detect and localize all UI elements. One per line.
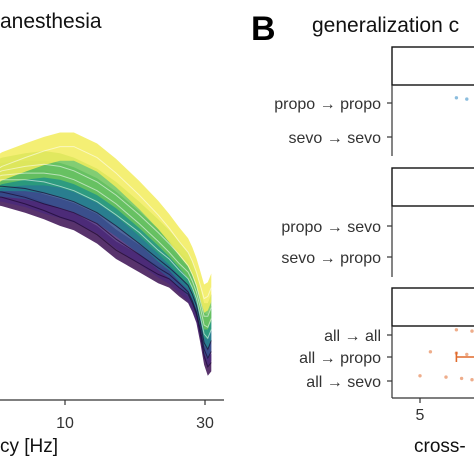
panel-a-x-label: cy [Hz] <box>0 436 58 457</box>
spectra-bands <box>0 132 212 376</box>
data-point <box>418 374 422 378</box>
data-point <box>459 376 464 381</box>
panel-a: anesthesia 10 30 cy [Hz] <box>0 10 224 457</box>
spectrum-line <box>0 191 212 360</box>
data-point <box>470 329 474 333</box>
spectrum-line <box>0 172 212 329</box>
row-label-propo-propo: propo → propo <box>274 96 381 113</box>
panel-b-title: generalization c <box>312 14 459 37</box>
facet-strip-3 <box>391 287 474 327</box>
row-label-sevo-propo: sevo → propo <box>281 250 381 267</box>
data-point <box>465 352 469 357</box>
panel-a-title: anesthesia <box>0 10 102 33</box>
spectrum-line <box>0 179 212 340</box>
data-point <box>470 378 474 382</box>
x-tick-label-30: 30 <box>196 415 214 432</box>
panel-b-points <box>418 96 474 382</box>
panel-b: B generalization c propo → propo sevo → … <box>251 10 474 457</box>
data-point <box>428 350 433 354</box>
x-tick-label-5: 5 <box>416 407 425 424</box>
facet-strip-1 <box>391 46 474 86</box>
spectrum-line <box>0 146 212 300</box>
row-label-all-all: all → all <box>324 328 381 345</box>
row-label-all-sevo: all → sevo <box>306 374 381 391</box>
spectrum-line <box>0 163 212 317</box>
data-point <box>454 328 459 332</box>
spectrum-line <box>0 196 212 368</box>
panel-b-letter: B <box>251 10 276 48</box>
row-label-propo-sevo: propo → sevo <box>281 219 381 236</box>
facet-strip-2 <box>391 167 474 207</box>
row-label-sevo-sevo: sevo → sevo <box>289 130 382 147</box>
data-point <box>454 96 459 100</box>
data-point <box>454 351 459 355</box>
spectrum-band <box>0 132 212 313</box>
x-tick-label-10: 10 <box>56 415 74 432</box>
row-label-all-propo: all → propo <box>299 350 381 367</box>
data-point <box>465 97 469 101</box>
data-point <box>444 375 448 379</box>
panel-b-x-label: cross- <box>414 436 466 457</box>
spectrum-line <box>0 185 212 351</box>
